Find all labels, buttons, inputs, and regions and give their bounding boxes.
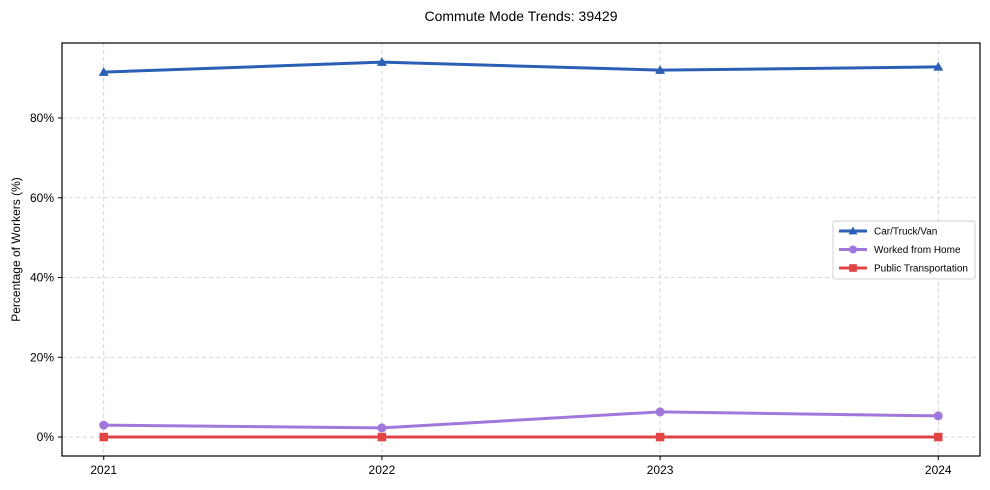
legend-item: Worked from Home: [839, 245, 961, 256]
legend: Car/Truck/Van Worked from Home Public Tran…: [832, 220, 976, 280]
square-marker-icon: [377, 432, 387, 442]
legend-label: Public Transportation: [874, 264, 968, 275]
circle-marker-icon: [655, 407, 665, 417]
x-tick-label: 2022: [369, 463, 396, 477]
axes-frame: [61, 42, 981, 457]
triangle-marker-icon: [933, 61, 944, 71]
legend-label: Car/Truck/Van: [874, 227, 937, 238]
triangle-marker-icon: [376, 57, 387, 66]
legend-box: [832, 220, 976, 280]
legend-label: Worked from Home: [874, 245, 961, 256]
x-tick-label: 2023: [647, 463, 674, 477]
triangle-marker-icon: [848, 226, 858, 235]
chart-title: Commute Mode Trends: 39429: [425, 8, 618, 24]
square-marker-icon: [934, 432, 943, 442]
triangle-marker-icon: [98, 67, 109, 76]
square-marker-icon: [99, 432, 108, 442]
y-tick-label: 0%: [37, 430, 55, 444]
y-tick-label: 80%: [30, 111, 54, 125]
triangle-marker-icon: [655, 65, 666, 74]
circle-marker-icon: [377, 423, 387, 433]
series: [98, 57, 944, 442]
series-line: [103, 410, 939, 430]
y-tick-label: 60%: [30, 191, 54, 205]
circle-marker-icon: [99, 420, 109, 430]
square-marker-icon: [849, 264, 857, 272]
legend-item: Car/Truck/Van: [839, 226, 937, 238]
y-axis-label: Percentage of Workers (%): [9, 177, 23, 322]
legend-item: Public Transportation: [839, 264, 968, 275]
y-tick-label: 40%: [30, 271, 54, 285]
series-public-transportation: [99, 432, 943, 442]
circle-marker-icon: [933, 411, 943, 421]
series-line: [103, 60, 939, 74]
y-axis: 0% 20% 40% 60% 80%: [30, 111, 62, 444]
square-marker-icon: [655, 432, 665, 442]
y-tick-label: 20%: [30, 350, 54, 364]
series-worked-from-home: [99, 407, 943, 433]
x-tick-label: 2021: [90, 463, 117, 477]
x-tick-label: 2024: [925, 463, 952, 477]
circle-marker-icon: [848, 245, 858, 254]
series-car-truck-van: [98, 57, 944, 76]
axes-border: [61, 42, 981, 457]
x-axis: 2021 2022 2023 2024: [90, 456, 952, 477]
